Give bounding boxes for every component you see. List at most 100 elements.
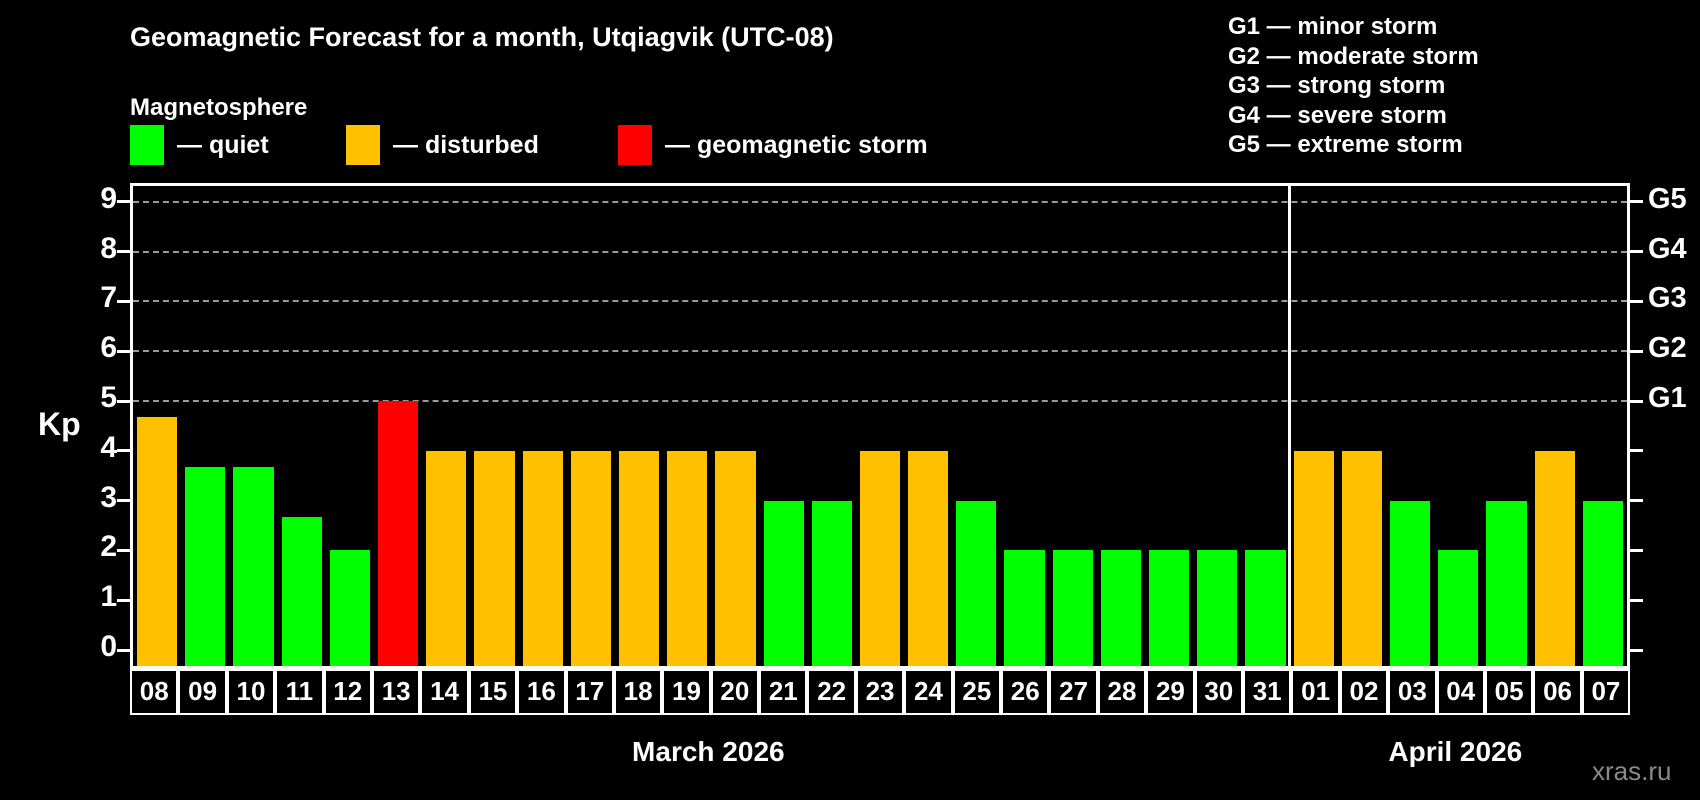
y-tick-label-5: 5 (100, 381, 117, 414)
kp-bar-01 (1293, 450, 1334, 666)
right-axis-label-g4: G4 (1648, 232, 1687, 265)
date-cell-31: 31 (1242, 669, 1292, 715)
gridline-kp9 (133, 200, 1627, 203)
date-cell-17: 17 (565, 669, 614, 715)
y-tick-label-6: 6 (100, 331, 117, 365)
date-cell-14: 14 (420, 669, 469, 715)
date-cell-04: 04 (1436, 669, 1485, 715)
left-tick-kp9 (117, 200, 130, 204)
y-tick-label-8: 8 (100, 231, 117, 265)
kp-bar-27 (1052, 550, 1093, 666)
y-axis-title: Kp (38, 406, 81, 442)
right-tick-kp1 (1630, 598, 1643, 602)
date-cell-28: 28 (1097, 669, 1147, 715)
left-tick-kp2 (117, 548, 130, 552)
date-cell-07: 07 (1581, 669, 1631, 715)
month-label-0: March 2026 (632, 736, 785, 767)
kp-bar-22 (811, 500, 852, 666)
date-cell-26: 26 (1001, 669, 1050, 715)
kp-bar-21 (763, 500, 804, 666)
right-axis-label-g2: G2 (1648, 332, 1687, 365)
plot-area (117, 183, 1643, 669)
left-tick-kp4 (117, 449, 130, 453)
kp-bar-10 (233, 467, 274, 666)
date-cell-05: 05 (1484, 669, 1534, 715)
legend-label-disturbed: — disturbed (393, 130, 539, 159)
date-cell-30: 30 (1194, 669, 1243, 715)
date-cell-02: 02 (1339, 669, 1389, 715)
legend-label-storm: — geomagnetic storm (665, 130, 928, 159)
kp-bar-18 (618, 450, 660, 666)
kp-bar-07 (1582, 500, 1623, 666)
right-tick-kp7 (1630, 299, 1643, 303)
month-divider (1288, 186, 1292, 666)
storm-color-swatch (618, 125, 652, 165)
kp-bar-13 (377, 401, 419, 666)
gridline-kp8 (133, 250, 1627, 253)
kp-bar-28 (1100, 550, 1142, 666)
y-tick-label-2: 2 (100, 530, 117, 564)
left-tick-kp0 (117, 648, 130, 652)
kp-bar-04 (1438, 550, 1479, 666)
g-scale-legend-g2: G2 — moderate storm (1228, 42, 1479, 70)
left-tick-kp7 (117, 299, 130, 303)
y-tick-label-4: 4 (100, 430, 117, 464)
kp-bar-31 (1245, 550, 1286, 666)
date-cell-11: 11 (275, 669, 324, 715)
month-label-1: April 2026 (1388, 736, 1523, 767)
date-cell-23: 23 (855, 669, 905, 715)
kp-bar-08 (137, 417, 178, 666)
y-tick-label-1: 1 (100, 580, 117, 614)
gridline-kp7 (133, 300, 1627, 303)
kp-bar-12 (329, 550, 370, 666)
disturbed-color-swatch (346, 125, 380, 165)
g-scale-legend: G1 — minor storm G2 — moderate storm G3 … (1228, 12, 1479, 160)
right-tick-kp9 (1630, 200, 1643, 204)
kp-bar-24 (908, 450, 949, 666)
left-tick-kp8 (117, 250, 130, 254)
kp-bar-29 (1149, 550, 1190, 666)
right-tick-kp0 (1630, 648, 1643, 652)
right-tick-kp8 (1630, 250, 1643, 254)
y-tick-label-9: 9 (100, 181, 117, 215)
kp-bar-19 (667, 450, 708, 666)
date-cell-06: 06 (1533, 669, 1582, 715)
date-cell-13: 13 (371, 669, 421, 715)
kp-bar-14 (426, 450, 467, 666)
magnetosphere-subtitle: Magnetosphere (130, 94, 308, 121)
legend-item-quiet: — quiet (130, 124, 269, 166)
date-cell-10: 10 (226, 669, 276, 715)
date-cell-24: 24 (904, 669, 953, 715)
kp-bar-20 (715, 450, 756, 666)
date-cell-09: 09 (178, 669, 227, 715)
gridline-kp6 (133, 350, 1627, 353)
date-cell-25: 25 (952, 669, 1002, 715)
kp-bar-09 (185, 467, 226, 666)
kp-bar-30 (1197, 550, 1238, 666)
quiet-color-swatch (130, 125, 164, 165)
date-cell-22: 22 (807, 669, 856, 715)
date-axis: 08 09 10 11 12 13 14 15 16 17 18 19 20 21 22 23 24 25 26 27… (130, 669, 1631, 715)
right-tick-kp5 (1630, 399, 1643, 403)
right-axis-label-g5: G5 (1648, 182, 1687, 215)
y-tick-label-7: 7 (100, 281, 117, 315)
kp-bar-16 (522, 450, 563, 666)
kp-bar-03 (1390, 500, 1431, 666)
date-cell-21: 21 (759, 669, 808, 715)
g-scale-legend-g5: G5 — extreme storm (1228, 131, 1463, 158)
g-scale-legend-g4: G4 — severe storm (1228, 101, 1447, 129)
gridline-kp5 (133, 400, 1627, 402)
g-scale-legend-g3: G3 — strong storm (1228, 72, 1446, 99)
right-axis-label-g1: G1 (1648, 382, 1687, 414)
date-cell-16: 16 (517, 669, 566, 715)
kp-bar-17 (570, 450, 611, 666)
page-title: Geomagnetic Forecast for a month, Utqiag… (130, 22, 834, 52)
date-cell-29: 29 (1146, 669, 1195, 715)
left-tick-kp5 (117, 399, 130, 403)
y-tick-label-3: 3 (100, 480, 117, 514)
left-tick-kp1 (117, 598, 130, 602)
y-tick-label-0: 0 (100, 630, 117, 663)
kp-bar-23 (859, 450, 901, 666)
kp-bar-11 (281, 517, 322, 666)
kp-bar-26 (1004, 550, 1045, 666)
